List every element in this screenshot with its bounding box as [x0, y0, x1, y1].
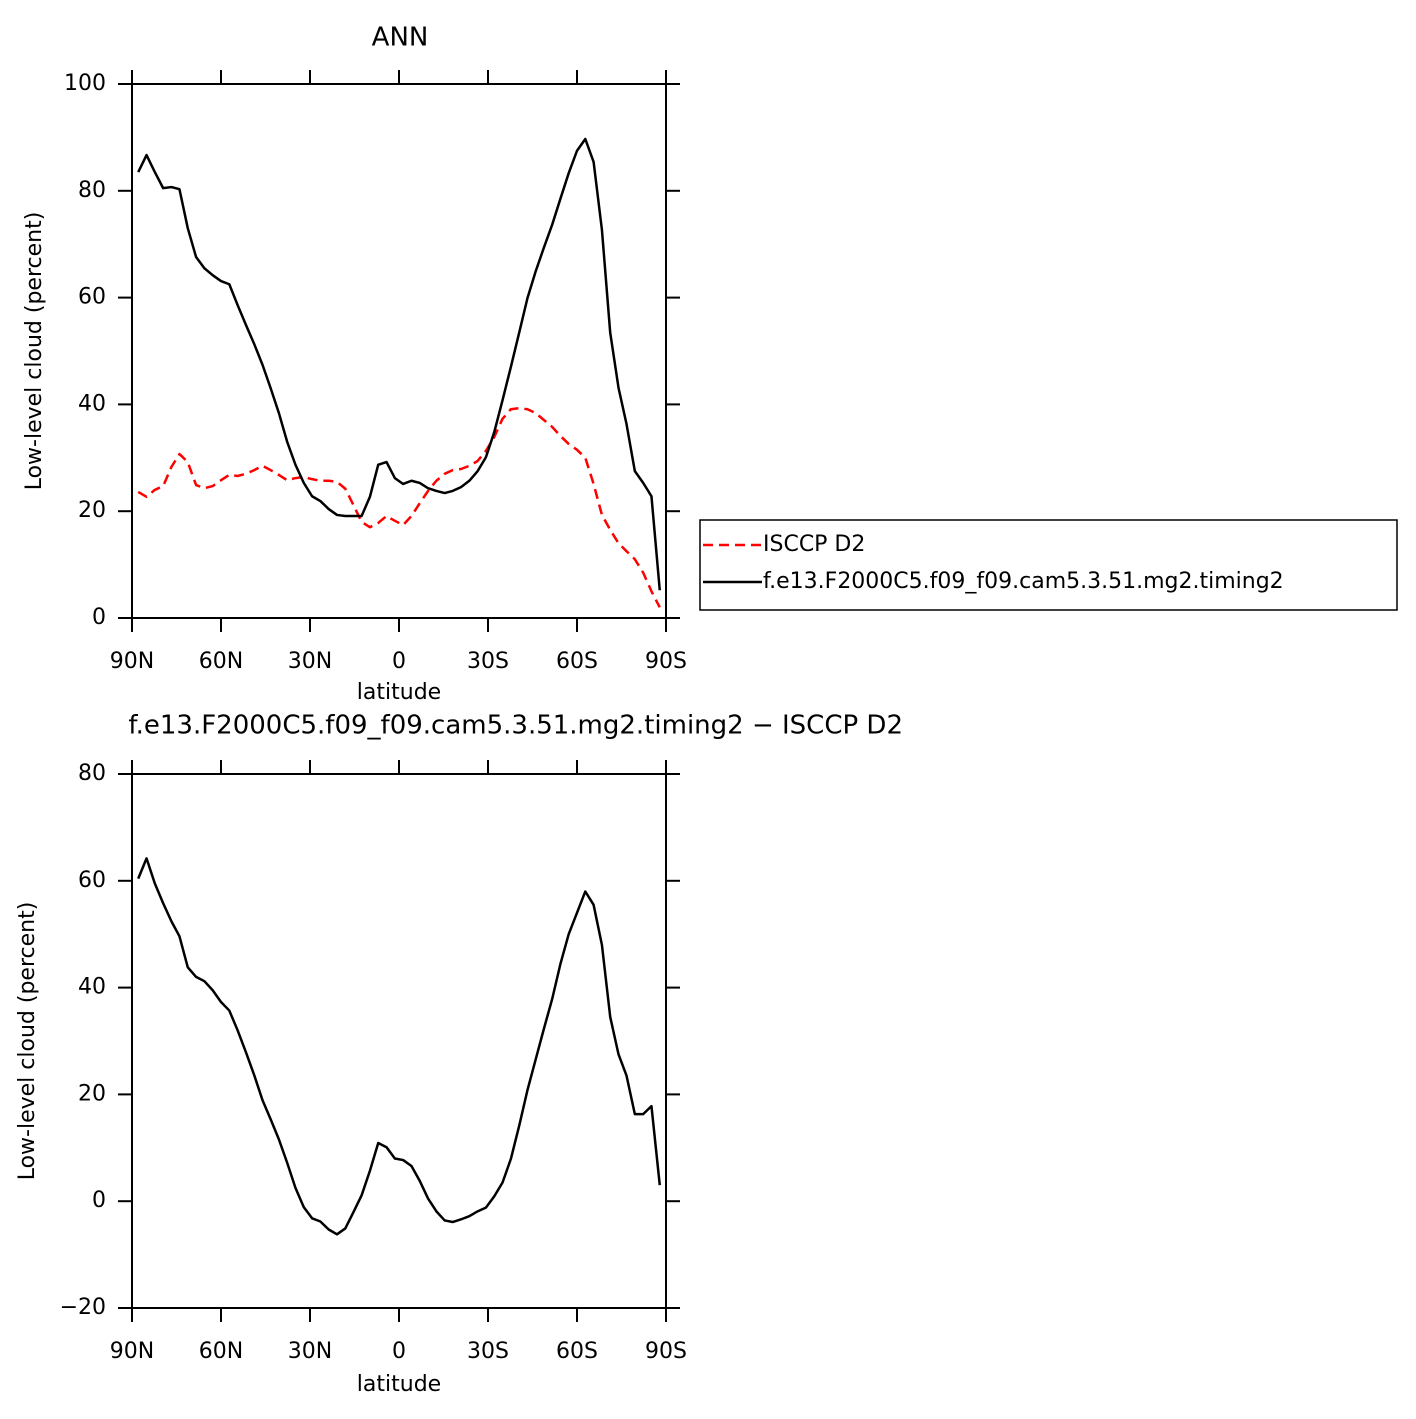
legend-box	[699, 519, 1398, 611]
plot-frame	[131, 83, 667, 619]
y-tick-label: 0	[92, 1188, 106, 1213]
x-tick-label: 90S	[645, 1339, 687, 1364]
y-axis-label: Low-level cloud (percent)	[22, 212, 47, 491]
x-axis-label: latitude	[357, 1372, 441, 1397]
data-line	[137, 857, 662, 1236]
y-tick-label: 100	[64, 71, 106, 96]
x-tick-label: 0	[392, 649, 406, 674]
y-tick-label: 60	[78, 285, 106, 310]
y-tick-label: −20	[60, 1295, 106, 1320]
chart-title: f.e13.F2000C5.f09_f09.cam5.3.51.mg2.timi…	[128, 711, 903, 741]
data-line	[137, 137, 662, 591]
chart-title: ANN	[372, 23, 429, 53]
x-tick-label: 60S	[556, 649, 598, 674]
y-tick-label: 20	[78, 1081, 106, 1106]
y-tick-label: 0	[92, 605, 106, 630]
x-tick-label: 60N	[199, 649, 243, 674]
data-line	[137, 406, 661, 608]
legend-label: f.e13.F2000C5.f09_f09.cam5.3.51.mg2.timi…	[763, 569, 1284, 594]
legend-label: ISCCP D2	[763, 532, 865, 557]
x-tick-label: 0	[392, 1339, 406, 1364]
y-tick-label: 40	[78, 975, 106, 1000]
y-tick-label: 20	[78, 498, 106, 523]
y-tick-label: 40	[78, 391, 106, 416]
x-tick-label: 30N	[288, 1339, 332, 1364]
x-tick-label: 60N	[199, 1339, 243, 1364]
x-tick-label: 90N	[110, 1339, 154, 1364]
x-tick-label: 60S	[556, 1339, 598, 1364]
x-tick-label: 30N	[288, 649, 332, 674]
x-axis-label: latitude	[357, 680, 441, 705]
y-tick-label: 60	[78, 868, 106, 893]
y-tick-label: 80	[78, 178, 106, 203]
y-axis-label: Low-level cloud (percent)	[15, 902, 40, 1181]
x-tick-label: 30S	[467, 649, 509, 674]
plot-frame	[131, 773, 667, 1309]
y-tick-label: 80	[78, 761, 106, 786]
legend: ISCCP D2 f.e13.F2000C5.f09_f09.cam5.3.51.…	[699, 519, 1398, 611]
x-tick-label: 90N	[110, 649, 154, 674]
x-tick-label: 90S	[645, 649, 687, 674]
x-tick-label: 30S	[467, 1339, 509, 1364]
